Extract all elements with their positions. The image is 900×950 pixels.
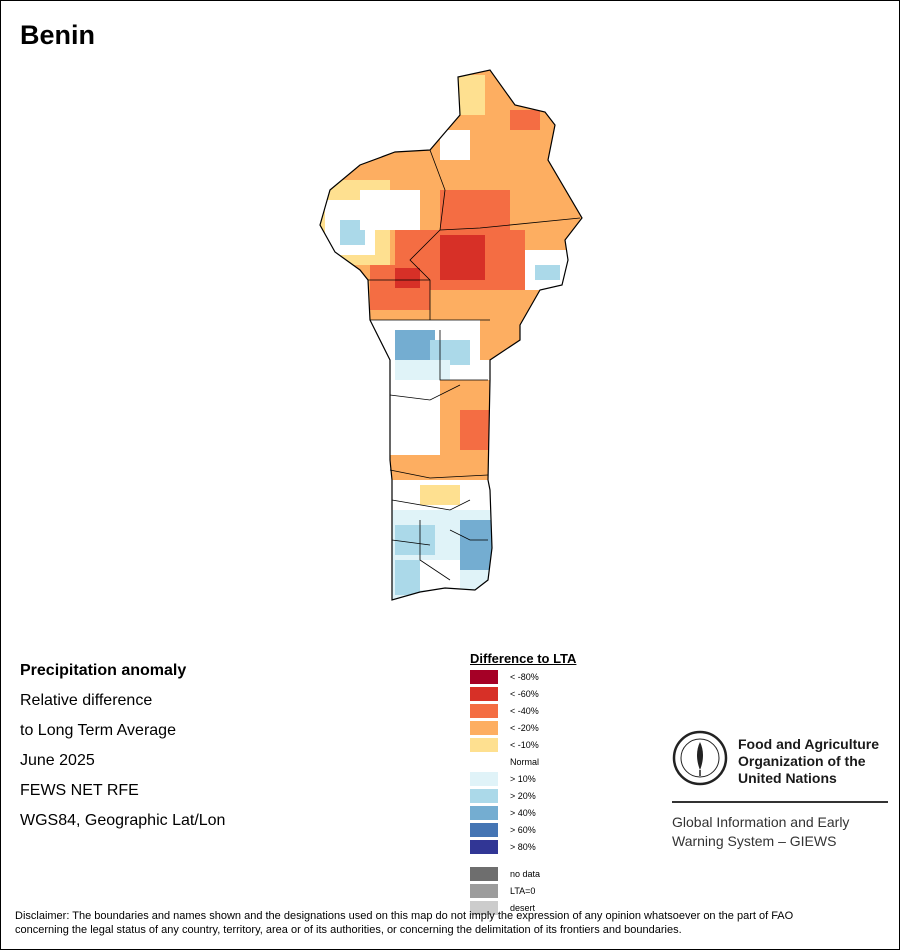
- giews-line-2: Warning System – GIEWS: [672, 833, 837, 849]
- legend-swatch: [470, 901, 498, 915]
- legend-swatch: [470, 772, 498, 786]
- benin-anomaly-map: [319, 69, 583, 601]
- legend-item: > 40%: [470, 806, 536, 820]
- legend-swatch: [470, 789, 498, 803]
- legend-label: > 60%: [510, 825, 536, 835]
- legend-item: < -80%: [470, 670, 539, 684]
- legend-item: < -10%: [470, 738, 539, 752]
- legend-swatch: [470, 840, 498, 854]
- info-line-1: Relative difference: [20, 692, 153, 709]
- legend-label: > 40%: [510, 808, 536, 818]
- legend-label: no data: [510, 869, 541, 879]
- legend-extra-item: no data: [470, 867, 540, 881]
- info-line-4: FEWS NET RFE: [20, 782, 139, 799]
- giews-line-1: Global Information and Early: [672, 814, 850, 830]
- legend-swatch: [470, 884, 498, 898]
- legend-item: < -60%: [470, 687, 539, 701]
- fao-name-line-3: United Nations: [738, 770, 837, 786]
- info-line-2: to Long Term Average: [20, 722, 176, 739]
- legend-extra-item: desert: [470, 901, 535, 915]
- legend-item: > 10%: [470, 772, 536, 786]
- info-line-3: June 2025: [20, 752, 95, 769]
- legend-swatch: [470, 721, 498, 735]
- legend-item: < -40%: [470, 704, 539, 718]
- legend-item: > 80%: [470, 840, 536, 854]
- legend-label: LTA=0: [510, 886, 536, 896]
- anomaly-raster: [320, 70, 582, 600]
- legend-swatch: [470, 867, 498, 881]
- disclaimer: Disclaimer: The boundaries and names sho…: [15, 909, 885, 937]
- legend-item: < -20%: [470, 721, 539, 735]
- legend-label: < -40%: [510, 706, 539, 716]
- info-line-5: WGS84, Geographic Lat/Lon: [20, 812, 226, 829]
- legend-label: > 80%: [510, 842, 536, 852]
- fao-name-line-2: Organization of the: [738, 753, 866, 769]
- fao-block: Food and Agriculture Organization of the…: [672, 730, 888, 849]
- legend-title: Difference to LTA: [470, 651, 577, 666]
- legend-swatch: [470, 806, 498, 820]
- legend-label: > 20%: [510, 791, 536, 801]
- legend-item: > 20%: [470, 789, 536, 803]
- legend-swatch: [470, 738, 498, 752]
- fao-name-line-1: Food and Agriculture: [738, 736, 880, 752]
- disclaimer-line-2: concerning the legal status of any count…: [15, 924, 682, 936]
- legend-label: < -20%: [510, 723, 539, 733]
- legend-swatch: [470, 755, 498, 769]
- legend-label: < -10%: [510, 740, 539, 750]
- legend-item: > 60%: [470, 823, 536, 837]
- legend-swatch: [470, 823, 498, 837]
- legend-extra-item: LTA=0: [470, 884, 535, 898]
- legend-label: > 10%: [510, 774, 536, 784]
- fao-divider: [672, 801, 888, 803]
- legend-label: desert: [510, 903, 536, 913]
- legend-swatch: [470, 687, 498, 701]
- info-heading: Precipitation anomaly: [20, 662, 187, 679]
- map-title: Benin: [20, 20, 96, 50]
- department-boundaries: [368, 149, 581, 581]
- legend: Difference to LTA < -80% < -60% < -40% < -2…: [470, 651, 577, 915]
- disclaimer-line-1: Disclaimer: The boundaries and names sho…: [15, 910, 794, 922]
- legend-label: < -60%: [510, 689, 539, 699]
- legend-swatch: [470, 670, 498, 684]
- fao-name: Food and Agriculture Organization of the…: [738, 736, 898, 787]
- benin-border: [319, 69, 583, 601]
- giews-name: Global Information and Early Warning Sys…: [672, 813, 900, 851]
- legend-item: Normal: [470, 755, 539, 769]
- fao-logo-icon: [672, 730, 728, 786]
- legend-label: < -80%: [510, 672, 539, 682]
- legend-label: Normal: [510, 757, 540, 767]
- map-info: Precipitation anomaly Relative differenc…: [20, 656, 225, 836]
- legend-swatch: [470, 704, 498, 718]
